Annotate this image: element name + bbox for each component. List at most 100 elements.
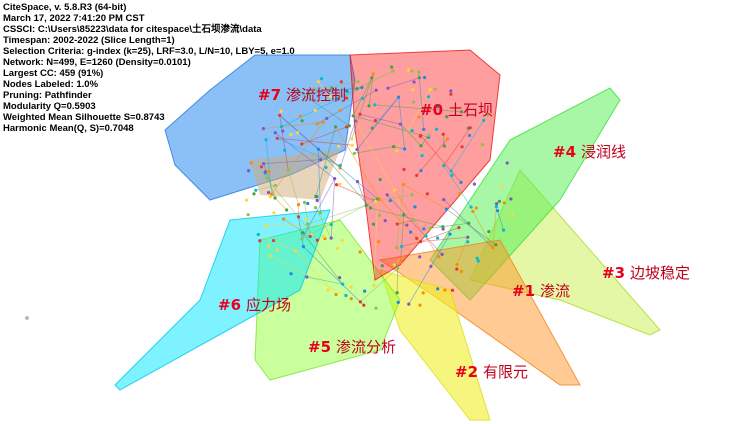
node <box>398 260 403 264</box>
node <box>448 232 452 236</box>
edge <box>373 198 379 286</box>
edge <box>335 126 381 200</box>
edge <box>420 227 460 242</box>
info-line: Timespan: 2002-2022 (Slice Length=1) <box>3 35 175 46</box>
node <box>378 197 382 201</box>
node <box>329 223 333 227</box>
edge <box>283 218 311 237</box>
node <box>271 238 276 243</box>
node <box>278 113 282 117</box>
node <box>474 206 478 210</box>
node <box>509 197 513 201</box>
node <box>300 119 304 123</box>
node <box>400 244 404 249</box>
node <box>340 238 344 243</box>
node <box>246 169 251 173</box>
edge <box>400 214 405 263</box>
node <box>436 105 440 109</box>
node <box>370 76 374 80</box>
node <box>268 195 272 199</box>
node <box>472 182 477 186</box>
node <box>497 199 502 203</box>
cluster-label: #1 渗流 <box>512 282 570 300</box>
node <box>256 232 260 237</box>
node <box>460 145 464 149</box>
node <box>374 306 378 310</box>
node <box>353 119 357 123</box>
edge <box>315 126 336 197</box>
node <box>390 65 394 69</box>
node <box>259 165 264 169</box>
node <box>407 68 411 72</box>
node <box>296 203 301 207</box>
node <box>428 87 432 91</box>
edge <box>279 115 289 170</box>
edge <box>307 87 362 95</box>
node <box>371 72 375 76</box>
node <box>392 188 397 192</box>
node <box>345 89 349 93</box>
edge <box>281 87 363 127</box>
edge <box>298 91 350 127</box>
node <box>344 96 349 100</box>
node <box>510 212 514 217</box>
node <box>246 213 250 217</box>
node <box>426 95 431 99</box>
node <box>417 115 421 119</box>
node <box>316 80 321 84</box>
node <box>502 201 506 205</box>
node <box>501 228 506 232</box>
node <box>318 211 322 215</box>
node <box>347 124 351 128</box>
edge <box>360 267 398 303</box>
node <box>436 236 440 240</box>
node <box>270 192 274 196</box>
node <box>392 263 397 267</box>
node <box>395 149 399 153</box>
node <box>350 143 354 147</box>
node <box>339 80 343 84</box>
node <box>319 158 323 162</box>
hull <box>250 150 340 200</box>
node <box>273 196 277 200</box>
node <box>401 182 405 187</box>
node <box>360 85 364 90</box>
node <box>261 127 266 131</box>
node <box>494 243 498 247</box>
node <box>358 112 362 116</box>
node <box>360 96 365 100</box>
cluster-name: 应力场 <box>246 296 291 314</box>
node <box>468 126 472 130</box>
edge <box>318 148 378 200</box>
node <box>422 227 426 231</box>
node <box>306 92 310 96</box>
node <box>397 95 401 99</box>
node <box>341 282 345 286</box>
node <box>418 240 423 244</box>
node <box>415 173 419 178</box>
node <box>282 217 286 221</box>
node <box>402 213 406 217</box>
edge <box>396 184 404 248</box>
node <box>285 208 289 212</box>
node <box>293 249 298 253</box>
node <box>421 291 425 295</box>
node <box>275 248 279 252</box>
node <box>434 127 439 131</box>
node <box>429 264 433 268</box>
node <box>418 134 422 138</box>
node <box>422 127 426 132</box>
edge <box>497 210 504 231</box>
hull <box>114 209 331 391</box>
edge <box>303 246 365 306</box>
cluster-id: #6 <box>218 296 241 314</box>
edge <box>301 178 336 240</box>
edge <box>443 165 472 208</box>
node <box>305 222 310 226</box>
edge <box>442 134 445 147</box>
node <box>408 230 413 234</box>
node <box>275 136 279 140</box>
node <box>345 125 349 129</box>
node <box>337 144 341 148</box>
